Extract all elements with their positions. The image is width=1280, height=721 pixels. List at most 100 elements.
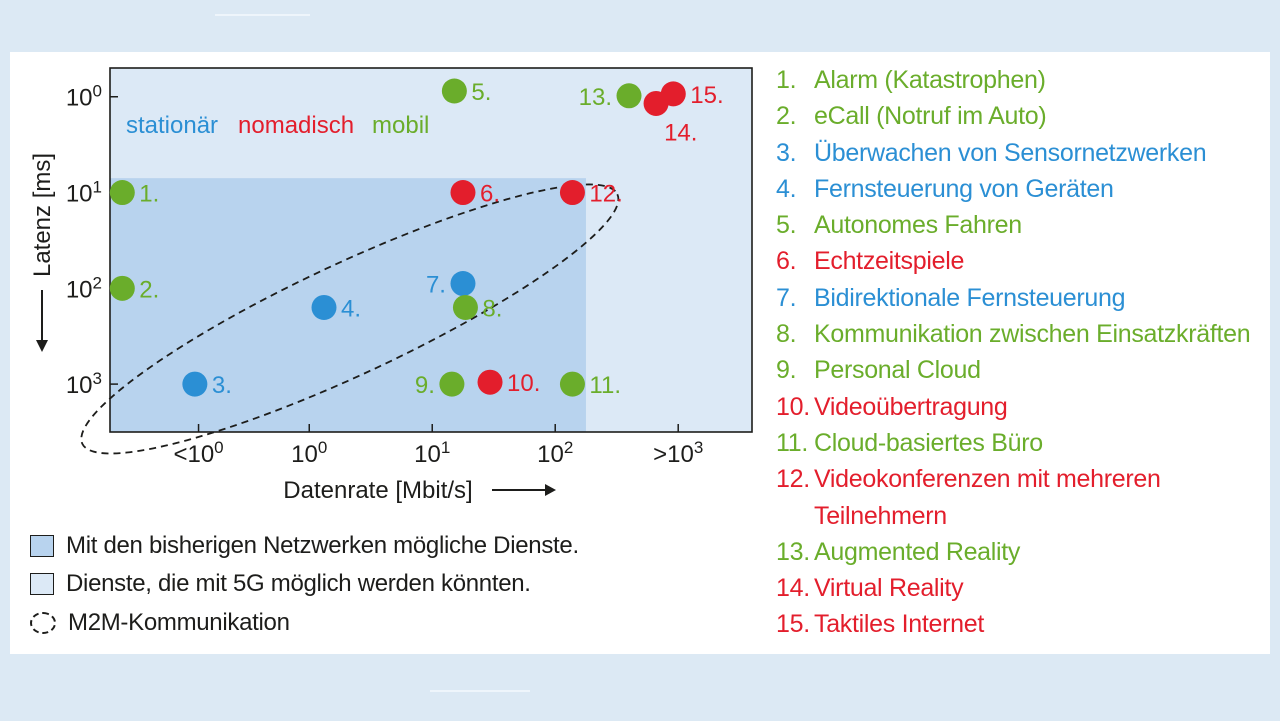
data-point-10 [477,369,503,395]
y-tick-label: 100 [66,82,102,112]
service-item: 11. Cloud-basiertes Büro [776,425,1266,461]
y-axis-arrow-head [36,340,48,352]
data-point-9 [439,371,465,397]
data-point-11 [559,371,585,397]
key-m2m-label: M2M-Kommunikation [68,609,290,636]
data-point-label: 1. [139,181,159,208]
data-point-1 [109,180,135,206]
data-point-label: 14. [664,119,697,146]
x-tick-label: 100 [291,438,327,468]
data-point-2 [109,275,135,301]
service-number: 13. [776,537,810,566]
service-number: 1. [776,66,797,94]
service-number: 14. [776,574,810,603]
service-text: Autonomes Fahren [814,211,1022,240]
service-text: Kommunikation zwischen Einsatzkräften [814,320,1251,349]
service-number: 7. [776,283,797,312]
x-tick-label: <100 [173,438,223,468]
key-row-existing: Mit den bisherigen Netzwerken mögliche D… [30,530,579,562]
decorative-line [430,690,530,692]
x-axis-label: Datenrate [Mbit/s] [283,477,472,504]
service-text: Überwachen von Sensornetzwerken [814,138,1207,167]
data-point-label: 13. [579,84,612,111]
service-item: 4. Fernsteuerung von Geräten [776,171,1266,207]
x-axis-arrow-head [545,484,556,496]
service-number: 4. [776,174,797,203]
m2m-ellipse [80,183,620,455]
data-point-label: 12. [589,181,622,208]
service-text: Echtzeitspiele [814,247,965,276]
service-item: 15. Taktiles Internet [776,606,1266,642]
key-5g-label: Dienste, die mit 5G möglich werden könnt… [66,570,531,597]
service-number: 2. [776,102,797,131]
x-tick-label: 101 [414,438,450,468]
service-number: 3. [776,138,797,167]
data-point-6 [450,180,476,206]
service-number: 8. [776,320,797,349]
service-text: Taktiles Internet [814,610,984,639]
service-text: Virtual Reality [814,574,964,603]
data-point-label: 10. [507,370,540,397]
key-existing-label: Mit den bisherigen Netzwerken mögliche D… [66,532,579,559]
data-point-4 [311,294,337,320]
service-item: 12. Videokonferenzen mit mehreren Teilnehm… [776,461,1266,534]
data-point-label: 7. [426,272,446,299]
service-text: eCall (Notruf im Auto) [814,102,1047,131]
data-point-label: 15. [690,82,723,109]
service-number: 9. [776,356,797,385]
service-item: 2. eCall (Notruf im Auto) [776,98,1266,134]
service-text: Augmented Reality [814,537,1021,566]
y-axis-label: Latenz [ms] [29,153,56,277]
service-text: Cloud-basiertes Büro [814,428,1043,457]
data-point-13 [616,83,642,109]
category-legend-mobil: mobil [372,112,429,139]
service-item: 10. Videoübertragung [776,389,1266,425]
category-legend-nomadisch: nomadisch [238,112,354,139]
key-row-5g: Dienste, die mit 5G möglich werden könnt… [30,568,531,600]
decorative-line [215,14,310,16]
service-text: Videokonferenzen mit mehreren [814,465,1161,494]
service-text: Alarm (Katastrophen) [814,66,1046,94]
services-legend: 1. Alarm (Katastrophen) 2. eCall (Notruf im… [776,62,1266,643]
y-tick-label: 102 [66,273,102,303]
service-number: 5. [776,211,797,240]
data-point-label: 4. [341,295,361,322]
y-tick-label: 103 [66,369,102,399]
data-point-7 [450,271,476,297]
data-point-8 [452,294,478,320]
data-point-label: 8. [482,295,502,322]
key-row-m2m: M2M-Kommunikation [30,607,290,639]
service-text: Personal Cloud [814,356,981,385]
data-point-label: 6. [480,181,500,208]
5g-services-swatch [30,573,54,595]
service-item: 5. Autonomes Fahren [776,207,1266,243]
service-number: 12. [776,465,810,494]
service-number: 10. [776,392,810,421]
service-text-continued: Teilnehmern [814,501,947,530]
plot-frame [109,67,753,433]
data-point-label: 3. [212,372,232,399]
service-number: 15. [776,610,810,639]
data-point-12 [559,180,585,206]
m2m-dashed-swatch [30,612,56,634]
data-point-label: 11. [589,372,621,399]
service-number: 11. [776,428,808,457]
service-text: Videoübertragung [814,392,1008,421]
data-point-3 [182,371,208,397]
x-tick-label: >103 [653,438,703,468]
service-item: 13. Augmented Reality [776,534,1266,570]
service-text: Fernsteuerung von Geräten [814,174,1114,203]
data-point-label: 5. [471,79,491,106]
service-item: 3. Überwachen von Sensornetzwerken [776,135,1266,171]
data-point-label: 2. [139,276,159,303]
service-item: 1. Alarm (Katastrophen) [776,62,1266,98]
service-item: 8. Kommunikation zwischen Einsatzkräften [776,316,1266,352]
existing-networks-swatch [30,535,54,557]
y-tick-label: 101 [66,178,102,208]
service-item: 14. Virtual Reality [776,570,1266,606]
category-legend-stationaer: stationär [126,112,218,139]
service-item: 6. Echtzeitspiele [776,243,1266,279]
service-item: 7. Bidirektionale Fernsteuerung [776,280,1266,316]
data-point-5 [441,78,467,104]
